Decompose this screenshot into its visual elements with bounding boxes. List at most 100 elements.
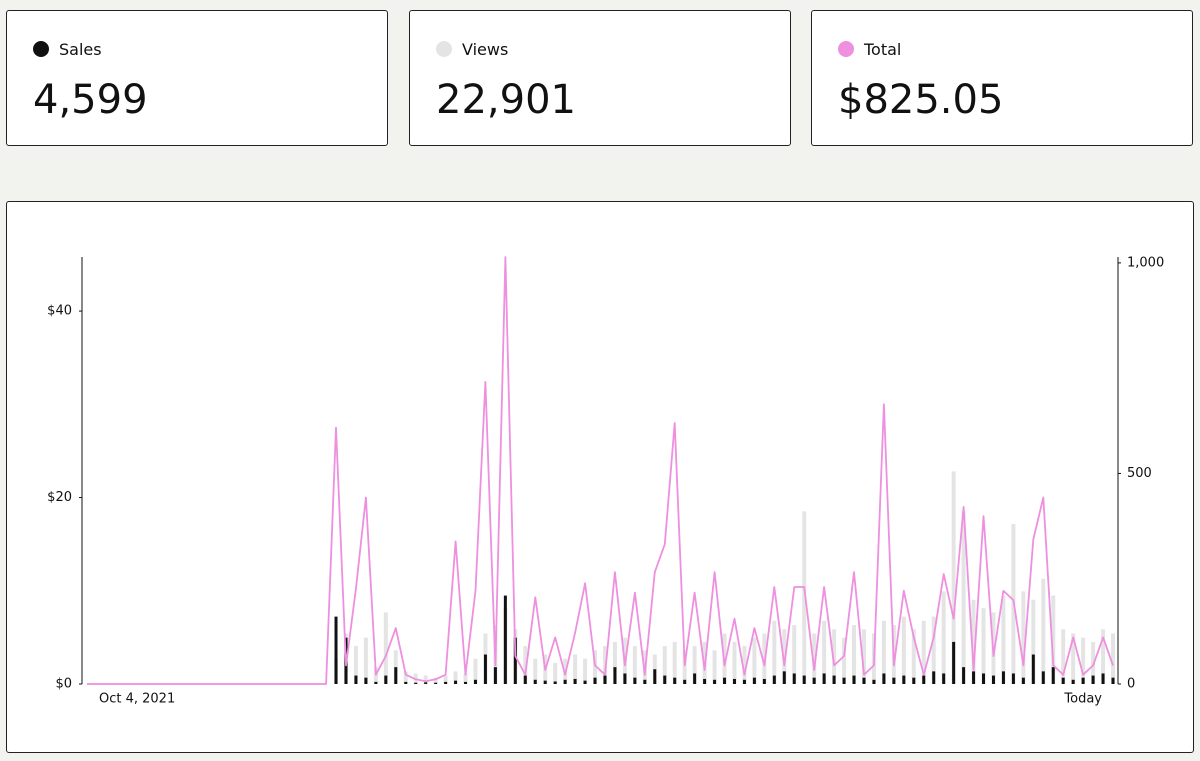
sales-bar xyxy=(932,671,936,684)
chart-panel xyxy=(6,201,1194,753)
views-bar xyxy=(593,650,598,684)
views-bar xyxy=(682,650,687,684)
views-bar xyxy=(931,616,936,684)
sales-bar xyxy=(444,681,448,684)
sales-bar xyxy=(573,678,577,684)
views-bar xyxy=(453,671,458,684)
sales-bar xyxy=(354,675,358,684)
legend-dot xyxy=(33,41,49,57)
sales-bar xyxy=(1021,677,1025,684)
sales-bar xyxy=(892,677,896,684)
sales-bar xyxy=(982,673,986,684)
views-bar xyxy=(383,612,388,684)
sales-bar xyxy=(493,667,497,684)
views-bar xyxy=(533,658,538,684)
sales-bar xyxy=(942,673,946,684)
sales-bar xyxy=(434,682,438,684)
sales-bar xyxy=(533,679,537,684)
views-bar xyxy=(802,511,807,684)
sales-bar xyxy=(374,681,378,684)
sales-bar xyxy=(553,681,557,684)
views-bar xyxy=(433,677,438,684)
sales-bar xyxy=(583,680,587,684)
views-bar xyxy=(772,620,777,684)
legend-dot xyxy=(838,41,854,57)
y-tick-label: $40 xyxy=(47,304,72,319)
sales-bar xyxy=(902,675,906,684)
views-bar xyxy=(1051,595,1056,684)
views-bar xyxy=(911,629,916,684)
card-value: 22,901 xyxy=(436,77,576,123)
views-bar xyxy=(573,654,578,684)
sales-bar xyxy=(1041,671,1045,684)
views-bar xyxy=(1081,637,1086,684)
sales-bar xyxy=(384,675,388,684)
sales-bar xyxy=(404,681,408,684)
sales-bar xyxy=(464,681,468,684)
sales-card: Sales 4,599 xyxy=(6,10,388,146)
sales-bar xyxy=(364,677,368,684)
views-bar xyxy=(612,641,617,684)
sales-bar xyxy=(1101,673,1105,684)
views-bar xyxy=(732,641,737,684)
sales-bar xyxy=(991,675,995,684)
sales-bar xyxy=(1011,673,1015,684)
views-bar xyxy=(951,471,956,684)
sales-bar xyxy=(633,677,637,684)
views-bar xyxy=(403,671,408,684)
total-line xyxy=(87,256,1114,685)
views-bar xyxy=(971,599,976,684)
sales-bar xyxy=(822,673,826,684)
views-bar xyxy=(1021,591,1026,684)
views-bar xyxy=(523,646,528,684)
views-bar xyxy=(921,620,926,684)
sales-bar xyxy=(503,595,507,684)
sales-bar xyxy=(742,679,746,684)
sales-bar xyxy=(693,673,697,684)
y2-tick-label: 500 xyxy=(1127,466,1152,481)
views-bar xyxy=(443,675,448,684)
sales-bar xyxy=(653,669,657,684)
views-bar xyxy=(363,637,368,684)
sales-bar xyxy=(394,667,398,684)
sales-bar xyxy=(752,677,756,684)
sales-bar xyxy=(1091,675,1095,684)
card-value: 4,599 xyxy=(33,77,148,123)
sales-bar xyxy=(483,654,487,684)
views-bar xyxy=(672,641,677,684)
views-bar xyxy=(852,625,857,684)
total-card: Total $825.05 xyxy=(811,10,1193,146)
legend-dot xyxy=(436,41,452,57)
sales-bar xyxy=(1061,677,1065,684)
views-bar xyxy=(832,629,837,684)
views-bar xyxy=(662,646,667,684)
views-bar xyxy=(881,620,886,684)
y2-tick-label: 0 xyxy=(1127,677,1135,692)
sales-bar xyxy=(623,673,627,684)
card-label: Views xyxy=(462,40,509,59)
card-label: Sales xyxy=(59,40,102,59)
sales-bar xyxy=(643,679,647,684)
views-bar xyxy=(842,637,847,684)
views-bar xyxy=(1031,599,1036,684)
views-bar xyxy=(583,658,588,684)
sales-bar xyxy=(703,678,707,684)
sales-bar xyxy=(862,677,866,684)
sales-bar xyxy=(673,677,677,684)
sales-bar xyxy=(792,673,796,684)
views-bar xyxy=(792,625,797,684)
views-bar xyxy=(712,650,717,684)
sales-bar xyxy=(523,675,527,684)
views-bar xyxy=(941,591,946,684)
sales-bar xyxy=(454,680,458,684)
y-tick-label: $20 xyxy=(47,490,72,505)
y2-tick-label: 1,000 xyxy=(1127,255,1164,270)
views-bar xyxy=(961,511,966,684)
views-bar xyxy=(473,658,478,684)
views-bar xyxy=(632,646,637,684)
sales-bar xyxy=(952,641,956,684)
sales-bar xyxy=(414,682,418,684)
sales-bar xyxy=(1111,677,1115,684)
sales-bar xyxy=(1051,667,1055,684)
